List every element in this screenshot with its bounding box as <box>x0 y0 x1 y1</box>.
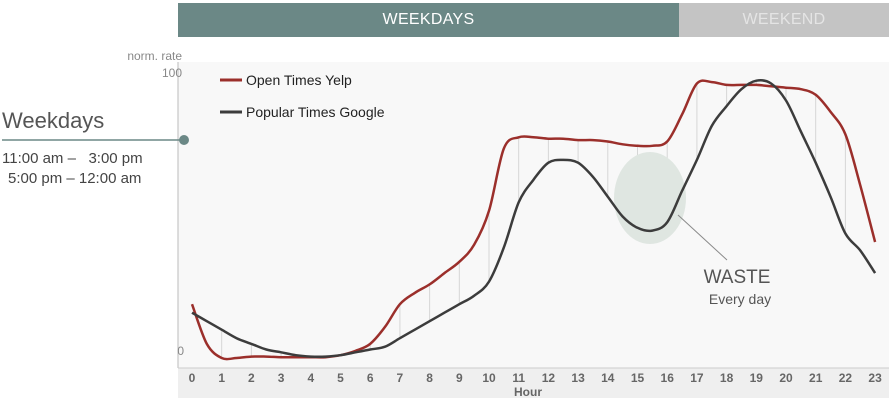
x-tick-label: 22 <box>839 371 853 385</box>
series-lines <box>190 79 877 361</box>
x-tick-label: 2 <box>248 371 255 385</box>
x-tick-label: 6 <box>367 371 374 385</box>
sidebar-title: Weekdays <box>2 108 105 133</box>
x-tick-label: 12 <box>542 371 556 385</box>
legend-label-yelp: Open Times Yelp <box>246 72 352 88</box>
sidebar-marker-dot <box>179 135 189 145</box>
x-tick-label: 14 <box>601 371 615 385</box>
x-tick-label: 8 <box>426 371 433 385</box>
x-tick-label: 3 <box>278 371 285 385</box>
x-axis-label: Hour <box>514 385 542 399</box>
x-tick-label: 4 <box>307 371 314 385</box>
x-tick-label: 9 <box>456 371 463 385</box>
x-tick-label: 18 <box>720 371 734 385</box>
series-line-google <box>191 79 877 358</box>
x-tick-label: 17 <box>690 371 704 385</box>
x-tick-label: 21 <box>809 371 823 385</box>
waste-label: WASTE <box>704 267 771 288</box>
x-tick-label: 23 <box>868 371 882 385</box>
plot-background <box>178 62 889 368</box>
x-tick-label: 13 <box>571 371 585 385</box>
tab-weekdays[interactable]: WEEKDAYS <box>178 3 679 37</box>
x-tick-label: 10 <box>482 371 496 385</box>
x-tick-label: 16 <box>661 371 675 385</box>
y-tick-min: 0 <box>177 344 184 358</box>
x-axis-band <box>178 368 889 398</box>
x-tick-label: 0 <box>189 371 196 385</box>
sidebar-range-1: 11:00 am – 3:00 pm <box>2 150 143 167</box>
waste-sub-label: Every day <box>709 291 771 307</box>
tab-weekend[interactable]: WEEKEND <box>679 3 889 37</box>
y-axis-label: norm. rate <box>127 49 182 63</box>
x-tick-labels: 0 1 2 3 4 5 6 7 8 9 10 11 12 13 14 15 16 17 18 19 20 21 22 23 <box>189 371 882 385</box>
x-tick-label: 20 <box>779 371 793 385</box>
y-tick-max: 100 <box>162 66 182 80</box>
legend-label-google: Popular Times Google <box>246 104 385 120</box>
x-tick-label: 19 <box>750 371 764 385</box>
x-tick-label: 1 <box>218 371 225 385</box>
x-tick-label: 15 <box>631 371 645 385</box>
x-tick-label: 5 <box>337 371 344 385</box>
sidebar-range-2: 5:00 pm – 12:00 am <box>8 170 142 187</box>
x-tick-label: 11 <box>512 371 525 385</box>
waste-leader-line <box>677 214 728 261</box>
x-tick-label: 7 <box>397 371 404 385</box>
